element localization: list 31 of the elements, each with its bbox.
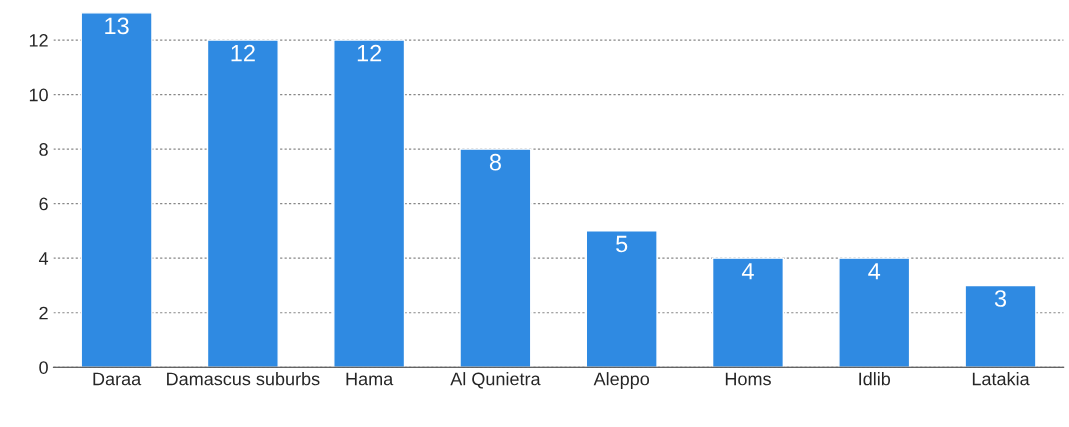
- x-tick-label: Daraa: [93, 372, 142, 386]
- x-tick-label: Homs: [725, 372, 771, 386]
- bar: [206, 39, 279, 368]
- data-label: 8: [489, 153, 501, 171]
- data-label: 13: [105, 17, 129, 35]
- bar: [964, 284, 1037, 368]
- y-tick-label: 0: [39, 361, 48, 374]
- bar: [838, 257, 911, 368]
- data-label: 5: [616, 235, 628, 253]
- bar: [333, 39, 406, 368]
- x-tick-label: Latakia: [972, 372, 1030, 386]
- data-label: 4: [868, 263, 881, 280]
- bar: [711, 257, 785, 368]
- y-tick-label: 8: [39, 143, 48, 156]
- x-tick-label: Idlib: [859, 372, 891, 386]
- y-tick-label: 2: [39, 306, 48, 320]
- data-label: 12: [231, 44, 255, 62]
- x-tick-label: Aleppo: [593, 372, 650, 389]
- y-tick-label: 4: [38, 252, 49, 265]
- bar: [459, 148, 532, 368]
- x-tick-label: Damascus suburbs: [167, 372, 320, 386]
- data-label: 3: [994, 290, 1007, 307]
- bar: [80, 12, 153, 368]
- x-tick-label: Hama: [346, 372, 394, 386]
- bar: [585, 230, 658, 368]
- y-tick-label: 6: [39, 197, 48, 211]
- y-tick-label: 12: [29, 34, 48, 47]
- data-label: 4: [741, 263, 754, 280]
- x-tick-label: Al Qunietra: [450, 372, 541, 389]
- y-tick-label: 10: [29, 88, 48, 102]
- data-label: 12: [357, 44, 382, 62]
